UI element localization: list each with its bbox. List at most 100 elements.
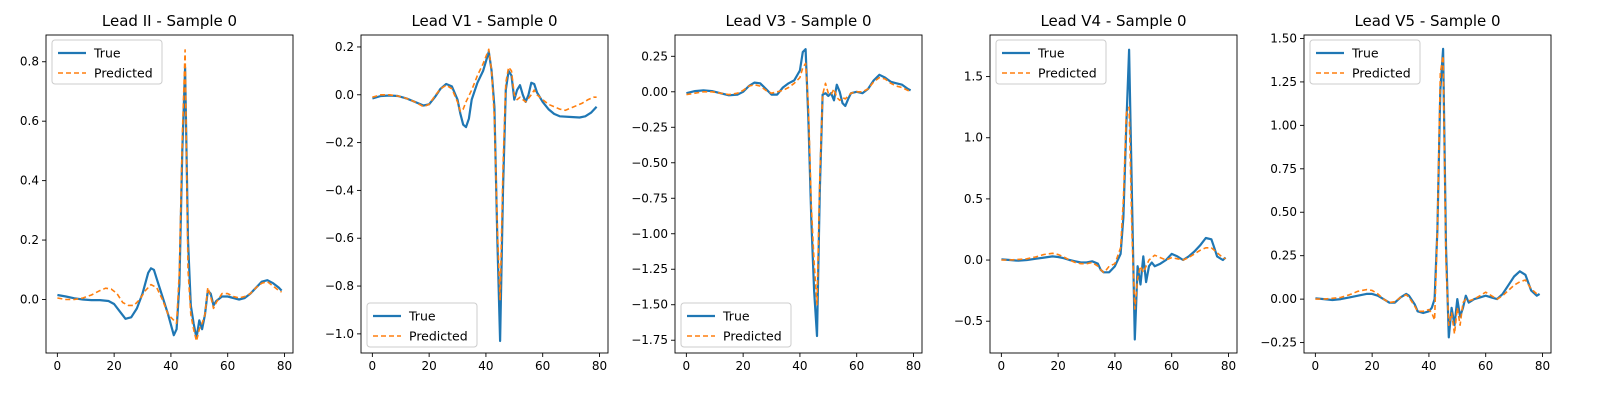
legend-label-true: True — [722, 309, 750, 324]
x-tick-label: 80 — [277, 359, 292, 373]
series-line-true — [686, 48, 912, 338]
x-tick-label: 40 — [163, 359, 178, 373]
subplot-3: Lead V3 - Sample 0 0 20 40 60 80 −1.75 −1.50 −1.… — [631, 12, 923, 373]
series-line-predicted — [1315, 55, 1540, 335]
y-tick-label: 0.5 — [964, 192, 983, 206]
y-tick-label: 0.6 — [20, 114, 39, 128]
legend-box — [1309, 39, 1421, 85]
x-tick-label: 60 — [220, 359, 235, 373]
subplot-5: Lead V5 - Sample 0 0 20 40 60 80 −0.25 0.00 0.25… — [1260, 12, 1552, 373]
legend-label-true: True — [93, 46, 121, 61]
x-tick-label: 0 — [1312, 359, 1320, 373]
y-tick-label: 0.0 — [964, 253, 983, 267]
y-tick-label: 0.00 — [1270, 292, 1297, 306]
subplot-4: Lead V4 - Sample 0 0 20 40 60 80 −0.5 0.0 0.5 1.0… — [954, 12, 1238, 373]
x-tick-label: 60 — [1478, 359, 1493, 373]
y-tick-label: 0.0 — [20, 293, 39, 307]
y-tick-label: 1.5 — [964, 70, 983, 84]
legend-box — [680, 302, 792, 348]
y-tick-label: −0.75 — [631, 191, 668, 205]
chart-title: Lead V4 - Sample 0 — [1040, 12, 1186, 30]
legend-label-true: True — [1037, 46, 1065, 61]
x-tick-label: 80 — [1221, 359, 1236, 373]
chart-title: Lead V1 - Sample 0 — [411, 12, 557, 30]
series-line-true — [57, 66, 283, 340]
y-tick-label: 0.00 — [641, 85, 668, 99]
x-tick-label: 20 — [735, 359, 750, 373]
y-tick-label: 1.50 — [1270, 31, 1297, 45]
y-tick-label: 0.8 — [20, 55, 39, 69]
chart-title: Lead V5 - Sample 0 — [1354, 12, 1500, 30]
y-tick-label: −1.0 — [325, 327, 354, 341]
y-tick-label: 0.2 — [20, 233, 39, 247]
legend-label-true: True — [408, 309, 436, 324]
series-line-predicted — [57, 49, 282, 342]
x-tick-label: 60 — [849, 359, 864, 373]
chart-title: Lead V3 - Sample 0 — [725, 12, 871, 30]
y-tick-label: 0.50 — [1270, 205, 1297, 219]
subplot-2: Lead V1 - Sample 0 0 20 40 60 80 −1.0 −0.8 −0.6 −… — [325, 12, 609, 373]
y-tick-label: 0.25 — [641, 49, 668, 63]
x-tick-label: 80 — [592, 359, 607, 373]
y-tick-label: −0.25 — [1260, 336, 1297, 350]
legend-label-predicted: Predicted — [723, 329, 782, 344]
chart-title: Lead II - Sample 0 — [102, 12, 237, 30]
y-tick-label: −1.00 — [631, 227, 668, 241]
x-tick-label: 40 — [1421, 359, 1436, 373]
series-line-predicted — [686, 62, 911, 306]
y-tick-label: 0.2 — [335, 40, 354, 54]
x-tick-label: 40 — [792, 359, 807, 373]
legend: True Predicted — [1309, 39, 1421, 85]
x-tick-label: 0 — [54, 359, 62, 373]
axes-frame — [674, 34, 923, 354]
y-tick-label: −0.2 — [325, 136, 354, 150]
legend-box — [51, 39, 163, 85]
x-tick-label: 0 — [998, 359, 1006, 373]
y-tick-label: −0.25 — [631, 120, 668, 134]
legend-label-predicted: Predicted — [94, 66, 153, 81]
y-tick-label: −1.25 — [631, 262, 668, 276]
x-tick-label: 60 — [1164, 359, 1179, 373]
x-tick-label: 20 — [1364, 359, 1379, 373]
legend: True Predicted — [680, 302, 792, 348]
axes-frame — [1303, 34, 1552, 354]
axes-frame — [45, 34, 294, 354]
x-tick-label: 20 — [106, 359, 121, 373]
axes-frame — [989, 34, 1238, 354]
legend-box — [995, 39, 1107, 85]
y-tick-label: 0.25 — [1270, 249, 1297, 263]
y-tick-label: −1.75 — [631, 333, 668, 347]
legend: True Predicted — [995, 39, 1107, 85]
y-tick-label: −0.50 — [631, 156, 668, 170]
y-tick-label: 0.0 — [335, 88, 354, 102]
y-tick-label: 1.25 — [1270, 75, 1297, 89]
series-line-true — [1001, 48, 1227, 341]
x-tick-label: 20 — [1050, 359, 1065, 373]
legend-label-predicted: Predicted — [409, 329, 468, 344]
subplot-1: Lead II - Sample 0 0 20 40 60 80 0.0 0.2 0.4 0.6 0… — [20, 12, 294, 373]
legend: True Predicted — [51, 39, 163, 85]
y-tick-label: −0.8 — [325, 279, 354, 293]
series-line-predicted — [1001, 106, 1226, 310]
y-tick-label: 1.00 — [1270, 118, 1297, 132]
x-tick-label: 20 — [421, 359, 436, 373]
y-tick-label: −0.5 — [954, 314, 983, 328]
x-tick-label: 0 — [683, 359, 691, 373]
y-tick-label: 0.75 — [1270, 162, 1297, 176]
x-tick-label: 0 — [369, 359, 377, 373]
x-tick-label: 60 — [535, 359, 550, 373]
y-tick-label: 1.0 — [964, 131, 983, 145]
y-tick-label: 0.4 — [20, 174, 39, 188]
legend-box — [366, 302, 478, 348]
legend-label-true: True — [1351, 46, 1379, 61]
y-tick-label: −0.6 — [325, 231, 354, 245]
x-tick-label: 80 — [1535, 359, 1550, 373]
y-tick-label: −0.4 — [325, 183, 354, 197]
legend: True Predicted — [366, 302, 478, 348]
x-tick-label: 40 — [478, 359, 493, 373]
legend-label-predicted: Predicted — [1038, 66, 1097, 81]
series-line-predicted — [372, 48, 597, 302]
legend-label-predicted: Predicted — [1352, 66, 1411, 81]
series-line-true — [372, 50, 598, 343]
